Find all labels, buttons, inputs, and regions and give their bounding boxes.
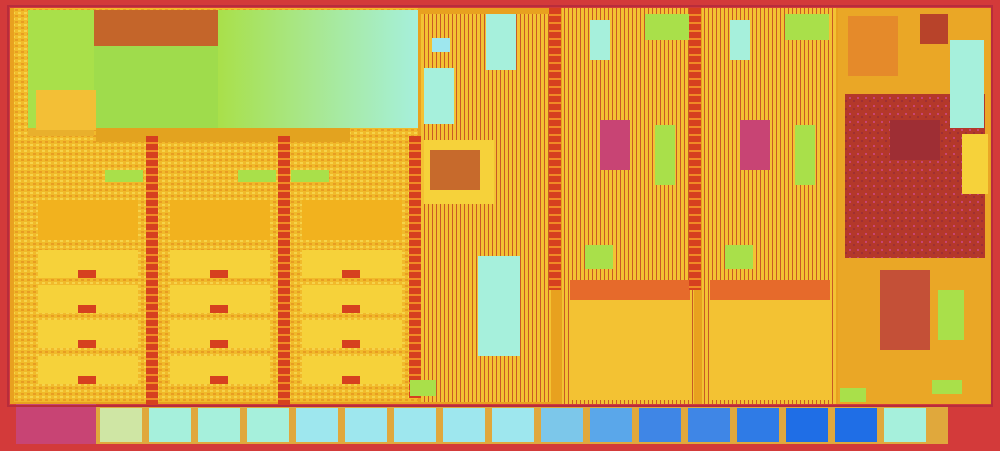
cpu-core-1 (562, 8, 694, 404)
io-strip (16, 404, 948, 444)
cpu-core-2 (702, 8, 836, 404)
system-agent (838, 8, 990, 404)
gpu-array (14, 8, 421, 406)
uncore-center (410, 8, 561, 402)
